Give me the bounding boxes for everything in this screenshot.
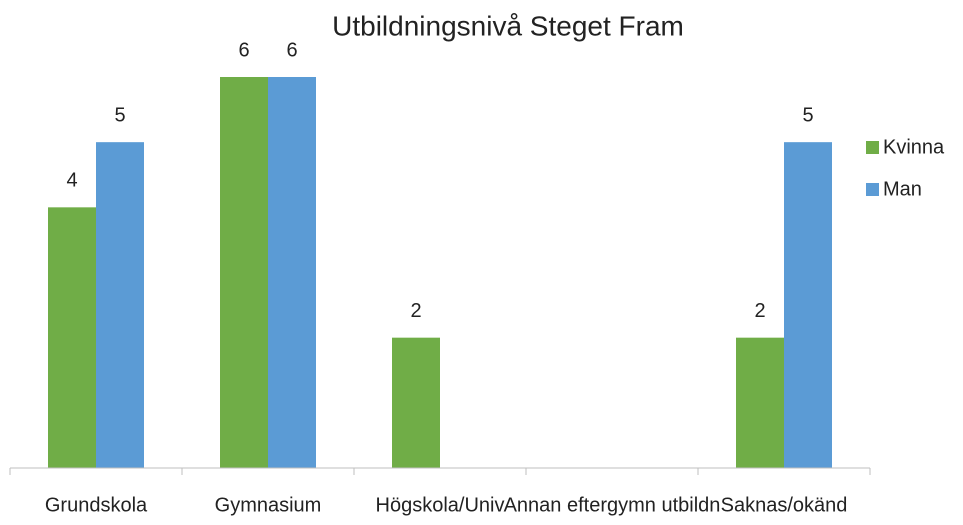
bar: [268, 77, 316, 468]
x-tick-label: Annan eftergymn utbildn: [504, 494, 721, 516]
x-tick-label: Gymnasium: [215, 494, 322, 516]
legend-swatch: [866, 141, 879, 154]
x-tick-label: Saknas/okänd: [721, 494, 848, 516]
bar: [96, 142, 144, 468]
legend-label: Man: [883, 178, 922, 200]
x-tick-label: Grundskola: [45, 494, 148, 516]
data-label: 6: [286, 39, 297, 61]
legend-swatch: [866, 183, 879, 196]
data-label: 4: [66, 170, 77, 192]
x-tick-label: Högskola/Univ: [376, 494, 505, 516]
data-label: 2: [410, 300, 421, 322]
legend-label: Kvinna: [883, 136, 945, 158]
bar: [736, 337, 784, 468]
data-label: 5: [802, 104, 813, 126]
chart-title: Utbildningsnivå Steget Fram: [332, 10, 684, 41]
data-label: 6: [238, 39, 249, 61]
bar: [220, 77, 268, 468]
data-label: 2: [754, 300, 765, 322]
bar: [392, 337, 440, 468]
bar: [48, 207, 96, 469]
data-label: 5: [114, 104, 125, 126]
bar: [784, 142, 832, 468]
